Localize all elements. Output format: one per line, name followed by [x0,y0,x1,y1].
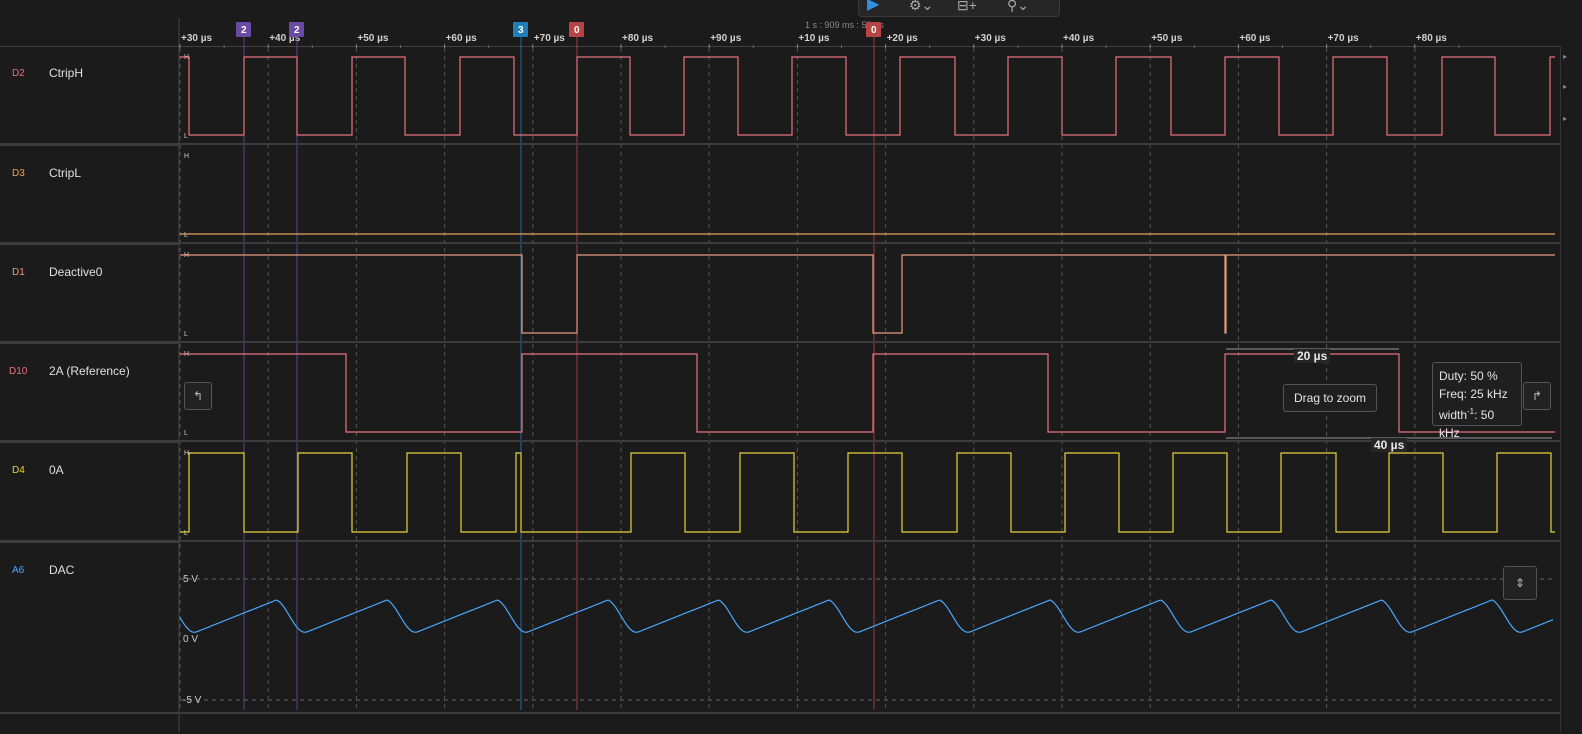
ctriph-waveform [180,56,1555,136]
channel-row-d2[interactable]: D2 CtripH [0,46,180,146]
channel-row-d10[interactable]: D10 2A (Reference) [0,344,180,443]
channel-row-d4[interactable]: D4 0A [0,443,180,543]
inverse-width-value: width-1: 50 kHz [1439,403,1515,442]
axis-neg5v-label: -5 V [183,695,202,706]
channel-id: D10 [9,366,28,377]
ruler-tick-label: +80 µs [622,33,654,44]
ruler-tick-label: +90 µs [710,33,742,44]
channel-row-d3[interactable]: D3 CtripL [0,146,180,245]
cursor-marker [236,22,251,37]
high-level-label: H [184,450,189,457]
ruler-tick-label: +40 µs [1063,33,1095,44]
play-icon[interactable]: ▶ [867,0,880,13]
ruler-tick-label: +10 µs [798,33,830,44]
channel-name[interactable]: 0A [49,463,64,477]
period-label: 40 µs [1371,438,1408,452]
ruler-tick-label: +80 µs [1416,33,1448,44]
high-level-label: H [184,153,189,160]
cursor-marker [513,22,528,37]
inverse-width-exponent: -1 [1467,407,1475,416]
ruler-tick-label: +50 µs [357,33,389,44]
channel-id: D2 [12,68,25,79]
ruler-tick-label: +30 µs [975,33,1007,44]
ruler-tick-label: +70 µs [534,33,566,44]
prev-edge-icon[interactable]: ↰ [184,382,212,410]
autoscale-icon[interactable]: ⇕ [1503,566,1537,600]
channel-id: D3 [12,168,25,179]
freq-value: Freq: 25 kHz [1439,387,1508,401]
inverse-width-prefix: width [1439,408,1468,422]
cursor-marker [569,22,584,37]
ruler-tick-label: +50 µs [1151,33,1183,44]
ruler-tick-label: +30 µs [181,33,213,44]
probe-icon[interactable]: ⚲⌄ [1007,0,1029,13]
scroll-arrow-icon[interactable]: ▸ [1563,114,1568,123]
drag-to-zoom-hint: Drag to zoom [1283,384,1377,412]
scroll-arrow-icon[interactable]: ▸ [1563,52,1568,61]
deactive0-waveform [180,254,1555,334]
channel-id: A6 [12,565,25,576]
channel-name[interactable]: Deactive0 [49,265,103,279]
channel-row-a6[interactable]: A6 DAC [0,543,180,710]
channel-name[interactable]: 2A (Reference) [49,364,130,378]
channel-id: D4 [12,465,25,476]
ch0a-waveform [180,452,1555,533]
bottom-bar [0,712,1560,734]
trigger-settings-icon[interactable]: ⚙⌄ [909,0,934,13]
axis-5v-label: 5 V [183,574,198,585]
duty-value: Duty: 50 % [1439,369,1498,383]
low-level-label: L [184,331,188,338]
low-level-label: L [184,232,188,239]
ruler-tick-label: +20 µs [887,33,919,44]
pulse-width-label: 20 µs [1294,349,1331,363]
next-edge-icon[interactable]: ↱ [1523,382,1551,410]
low-level-label: L [184,133,188,140]
cursor-marker-label: 3 [518,25,524,36]
cursor-marker-label: 0 [574,25,580,36]
cursor-marker-label: 2 [294,25,300,36]
channel-name[interactable]: CtripL [49,166,82,180]
ruler-tick-label: +60 µs [446,33,478,44]
low-level-label: L [184,430,188,437]
channel-row-d1[interactable]: D1 Deactive0 [0,245,180,344]
ruler-tick-label: +70 µs [1328,33,1360,44]
right-rail: ▸ ▸ ▸ [1560,46,1582,732]
ruler-tick-label: +60 µs [1239,33,1271,44]
measurement-tooltip: Duty: 50 % Freq: 25 kHz width-1: 50 kHz [1432,362,1522,440]
scroll-arrow-icon[interactable]: ▸ [1563,82,1568,91]
measure-add-icon[interactable]: ⊟+ [957,0,977,13]
axis-0v-label: 0 V [183,634,198,645]
capture-toolbar: ▶ ⚙⌄ ⊟+ ⚲⌄ [858,0,1060,17]
cursor-marker-label: 2 [241,25,247,36]
inverse-width-number: : 50 kHz [1439,408,1495,440]
channel-name[interactable]: DAC [49,563,75,577]
cursor-marker [866,22,881,37]
time-ruler[interactable]: 1 s : 909 ms : 50 µs [0,18,1582,47]
channel-id: D1 [12,267,25,278]
channel-name[interactable]: CtripH [49,66,84,80]
ruler-tick-label: +40 µs [269,33,301,44]
low-level-label: L [184,530,188,537]
center-time: 1 s : 909 ms : 50 µs [805,20,884,30]
cursor-marker-label: 0 [871,25,877,36]
dac-analog-waveform [179,599,1554,633]
cursor-marker [289,22,304,37]
